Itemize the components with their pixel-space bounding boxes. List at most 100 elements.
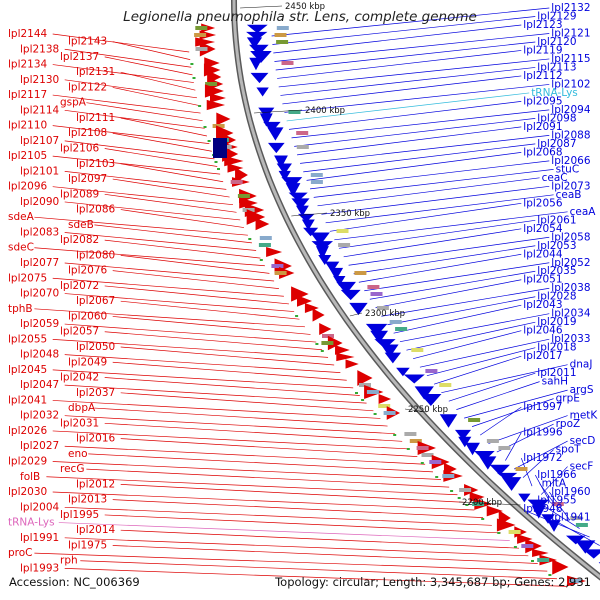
leader-line bbox=[64, 293, 295, 312]
leader-line bbox=[399, 313, 550, 343]
gene-label-right: lpl1960 bbox=[551, 486, 590, 498]
gene-label-right: lpl2034 bbox=[551, 308, 591, 320]
forward-gene-arrow bbox=[204, 84, 224, 98]
feature-block bbox=[498, 446, 511, 450]
gene-label-left: lpl2048 bbox=[20, 349, 59, 361]
leader-line bbox=[306, 152, 522, 181]
leader-line bbox=[64, 201, 241, 221]
gene-label-right: mltA bbox=[542, 478, 567, 490]
reverse-gene-arrow bbox=[267, 127, 284, 141]
position-tick-label: 2250 kbp bbox=[408, 405, 448, 415]
gene-label-right: lpl2102 bbox=[551, 78, 590, 90]
leader-line bbox=[52, 400, 381, 419]
gene-label-left: lpl1995 bbox=[60, 509, 99, 521]
gene-label-left: lpl2004 bbox=[20, 501, 60, 513]
gene-label-left: lpl2105 bbox=[8, 150, 47, 162]
gene-label-left: lpl2042 bbox=[60, 372, 99, 384]
gene-label-left: lpl2026 bbox=[8, 425, 48, 437]
gene-label-right: lpl2035 bbox=[537, 265, 576, 277]
reverse-gene-arrow bbox=[518, 493, 531, 503]
reverse-gene-arrow bbox=[420, 394, 442, 406]
gene-label-right: lpl2051 bbox=[523, 274, 562, 286]
tick-mark bbox=[349, 312, 363, 317]
gene-label-left: lpl2117 bbox=[8, 89, 47, 101]
gene-label-right: lpl2054 bbox=[523, 223, 563, 235]
leader-line bbox=[64, 506, 492, 526]
leader-line bbox=[64, 140, 215, 160]
marker-dot bbox=[315, 343, 319, 345]
leader-line bbox=[120, 300, 300, 320]
gene-label-left: lpl2067 bbox=[76, 295, 115, 307]
gene-label-right: lpl1997 bbox=[523, 401, 562, 413]
marker-dot bbox=[217, 168, 220, 170]
gene-label-left: lpl2106 bbox=[60, 143, 100, 155]
reverse-gene-arrow bbox=[246, 37, 263, 49]
leader-line bbox=[381, 287, 550, 317]
gene-label-left: lpl1975 bbox=[68, 539, 107, 551]
leader-line bbox=[52, 277, 284, 297]
gene-label-left: proC bbox=[8, 547, 33, 559]
gene-label-left: lpl2097 bbox=[68, 173, 107, 185]
leader-line bbox=[540, 466, 568, 495]
gene-label-left: lpl2144 bbox=[8, 28, 48, 40]
reverse-gene-arrow bbox=[340, 289, 361, 301]
reverse-gene-arrow bbox=[274, 155, 288, 169]
gene-label-right: ceaB bbox=[556, 189, 582, 201]
reverse-gene-arrow bbox=[324, 261, 340, 273]
reverse-gene-arrow bbox=[547, 520, 561, 532]
leader-line bbox=[479, 406, 522, 436]
leader-line bbox=[86, 468, 450, 488]
reverse-gene-arrow bbox=[288, 192, 308, 202]
leader-line bbox=[433, 355, 522, 385]
leader-line bbox=[64, 445, 426, 465]
leader-line bbox=[64, 537, 529, 557]
leader-line bbox=[104, 514, 501, 534]
leader-line bbox=[104, 148, 218, 167]
gene-label-right: lpl2052 bbox=[551, 257, 590, 269]
forward-gene-arrow bbox=[319, 323, 332, 335]
accession-text: Accession: NC_006369 bbox=[9, 575, 140, 589]
feature-block bbox=[205, 82, 218, 86]
feature-block bbox=[508, 530, 521, 534]
feature-block bbox=[472, 502, 485, 506]
leader-line bbox=[64, 171, 227, 190]
leader-line bbox=[329, 202, 522, 232]
gene-label-right: lpl2129 bbox=[537, 10, 576, 22]
gene-label-right: lpl2028 bbox=[537, 291, 576, 303]
leader-line bbox=[300, 135, 550, 164]
reverse-gene-arrow bbox=[256, 87, 269, 97]
leader-line bbox=[303, 143, 536, 173]
gene-label-right: sahH bbox=[542, 376, 568, 388]
leader-line bbox=[64, 232, 257, 251]
marker-dot bbox=[393, 434, 397, 436]
marker-dot bbox=[373, 413, 377, 415]
feature-block bbox=[416, 446, 429, 450]
feature-block bbox=[281, 61, 294, 65]
reverse-gene-arrow bbox=[474, 450, 495, 462]
forward-gene-arrow bbox=[279, 267, 295, 279]
backbone-line bbox=[232, 0, 600, 579]
leader-line bbox=[120, 71, 196, 91]
leader-line bbox=[310, 160, 550, 190]
leader-line bbox=[364, 262, 550, 292]
gene-label-left: lpl2137 bbox=[60, 51, 99, 63]
leader-line bbox=[64, 79, 198, 99]
feature-block bbox=[194, 33, 207, 37]
gene-label-left: lpl2076 bbox=[68, 265, 108, 277]
gene-label-right: lpl2123 bbox=[523, 19, 562, 31]
feature-block bbox=[338, 243, 351, 247]
reverse-gene-arrow bbox=[349, 302, 368, 316]
reverse-gene-arrow bbox=[259, 113, 273, 127]
feature-block bbox=[276, 26, 289, 30]
gene-label-right: lpl2094 bbox=[551, 104, 591, 116]
leader-line bbox=[369, 270, 536, 300]
reverse-gene-arrow bbox=[285, 183, 301, 197]
gene-label-right: lpl1941 bbox=[551, 512, 590, 524]
feature-block bbox=[370, 292, 383, 296]
leader-line bbox=[112, 87, 199, 106]
leader-line bbox=[104, 331, 323, 351]
leader-line bbox=[419, 338, 550, 368]
gene-label-left: lpl2110 bbox=[8, 120, 47, 132]
gene-label-left: lpl2083 bbox=[20, 226, 59, 238]
